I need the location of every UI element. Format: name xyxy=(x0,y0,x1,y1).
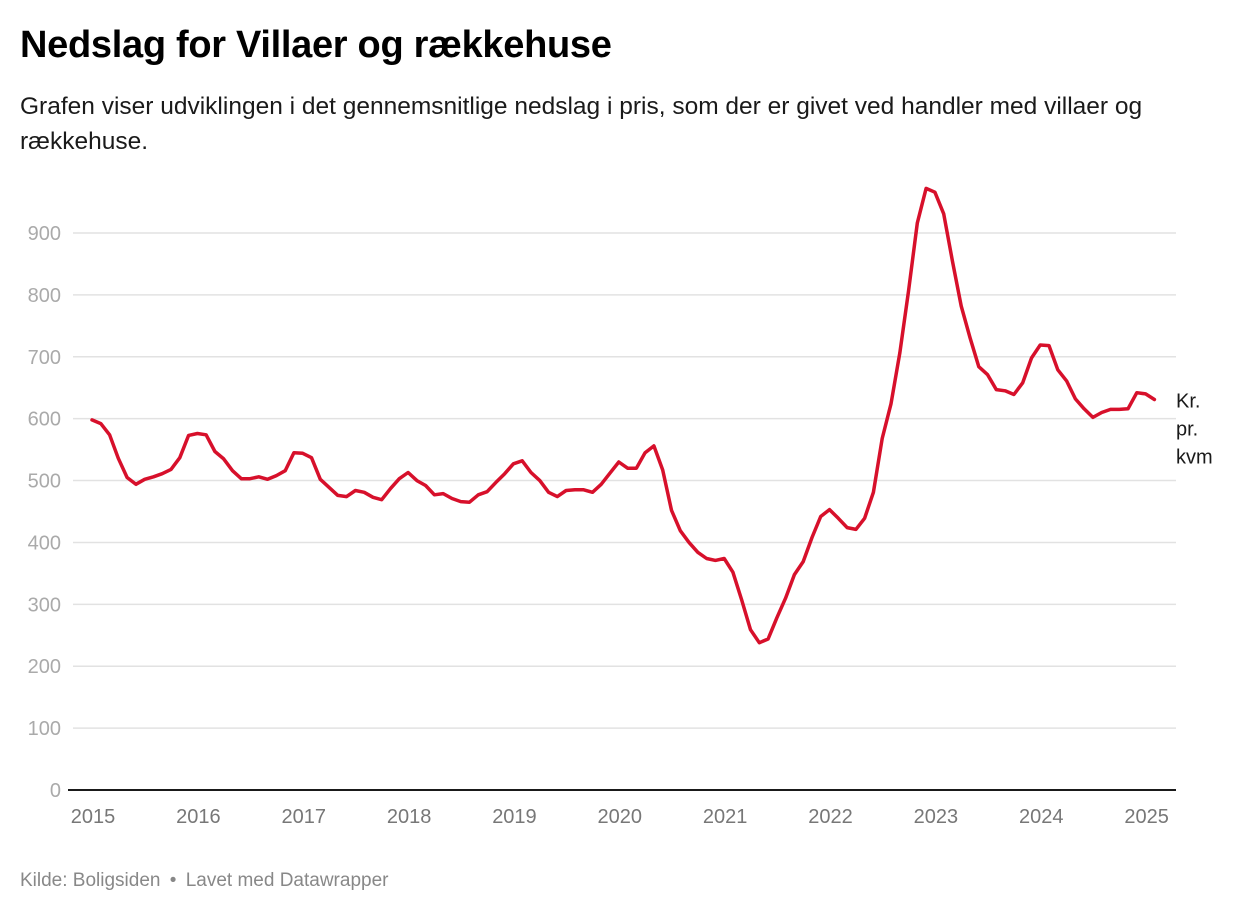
y-tick-label: 600 xyxy=(28,409,61,431)
unit-label-line-3: kvm xyxy=(1176,446,1213,468)
y-tick-label: 900 xyxy=(28,223,61,245)
chart-subtitle: Grafen viser udviklingen i det gennemsni… xyxy=(20,93,1143,155)
unit-label-line-1: Kr. xyxy=(1176,390,1200,412)
y-tick-label: 700 xyxy=(28,347,61,369)
y-tick-label: 500 xyxy=(28,471,61,493)
series-line-nedslag xyxy=(90,186,1157,645)
x-tick-label: 2024 xyxy=(1019,806,1064,828)
footer-separator: • xyxy=(169,870,177,891)
unit-label-line-2: pr. xyxy=(1176,418,1198,440)
gridlines xyxy=(73,232,1176,729)
x-tick-label: 2015 xyxy=(71,806,116,828)
y-tick-label: 100 xyxy=(28,718,61,740)
x-tick-label: 2023 xyxy=(914,806,959,828)
source-note: Kilde: Boligsiden xyxy=(20,870,161,891)
x-tick-label: 2021 xyxy=(703,806,748,828)
y-axis-ticks: 0 100 200 300 400 500 600 700 800 900 xyxy=(28,223,61,802)
y-tick-label: 200 xyxy=(28,656,61,678)
y-tick-label: 300 xyxy=(28,594,61,616)
footer: Kilde: Boligsiden • Lavet med Datawrappe… xyxy=(20,870,388,892)
y-tick-label: 0 xyxy=(50,780,61,802)
unit-label: Kr. pr. kvm xyxy=(1176,390,1213,468)
x-tick-label: 2018 xyxy=(387,806,432,828)
chart-title: Nedslag for Villaer og rækkehuse xyxy=(20,24,612,66)
x-tick-label: 2022 xyxy=(808,806,853,828)
x-tick-label: 2019 xyxy=(492,806,537,828)
x-axis-ticks: 2015 2016 2017 2018 2019 2020 2021 2022 2023 2024… xyxy=(71,806,1169,828)
x-tick-label: 2025 xyxy=(1124,806,1169,828)
x-tick-label: 2016 xyxy=(176,806,221,828)
y-tick-label: 800 xyxy=(28,285,61,307)
x-tick-label: 2017 xyxy=(281,806,326,828)
y-tick-label: 400 xyxy=(28,532,61,554)
x-tick-label: 2020 xyxy=(598,806,643,828)
credit-note: Lavet med Datawrapper xyxy=(185,870,389,891)
